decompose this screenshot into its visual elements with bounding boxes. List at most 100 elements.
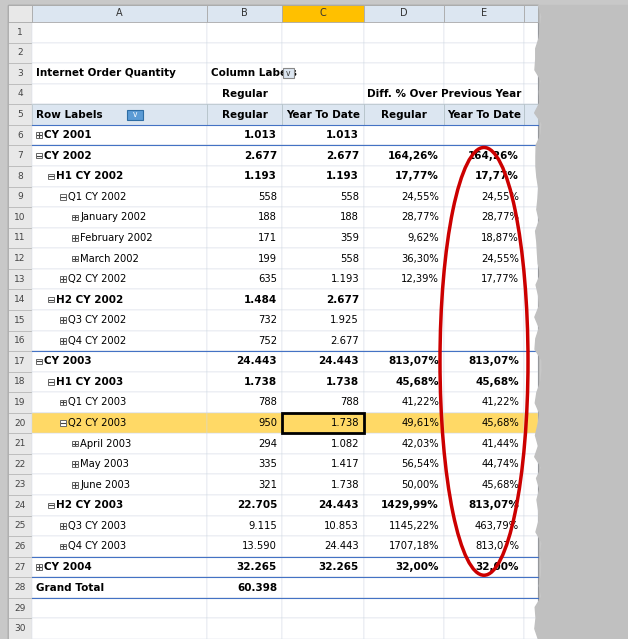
Bar xyxy=(207,413,282,433)
Text: 9.115: 9.115 xyxy=(248,521,277,531)
Bar xyxy=(364,454,444,475)
Text: CY 2002: CY 2002 xyxy=(44,151,92,160)
Text: 1.193: 1.193 xyxy=(326,171,359,181)
Bar xyxy=(207,351,282,372)
Bar xyxy=(524,310,538,330)
Bar xyxy=(207,125,282,146)
Bar xyxy=(282,43,364,63)
Text: 36,30%: 36,30% xyxy=(401,254,439,263)
Bar xyxy=(32,454,207,475)
Bar xyxy=(36,564,41,570)
Text: 44,74%: 44,74% xyxy=(482,459,519,469)
Bar xyxy=(60,338,65,344)
Bar xyxy=(444,495,524,516)
Text: 9,62%: 9,62% xyxy=(408,233,439,243)
Text: Grand Total: Grand Total xyxy=(36,583,104,592)
Text: 1.082: 1.082 xyxy=(330,438,359,449)
Bar xyxy=(8,146,32,166)
Bar xyxy=(282,413,364,433)
Bar xyxy=(8,330,32,351)
Text: 18,87%: 18,87% xyxy=(481,233,519,243)
Text: 813,07%: 813,07% xyxy=(388,357,439,366)
Bar xyxy=(60,194,65,199)
Bar xyxy=(444,5,524,22)
Bar xyxy=(364,166,444,187)
Text: 22: 22 xyxy=(14,459,26,468)
Bar xyxy=(444,125,524,146)
Text: 14: 14 xyxy=(14,295,26,304)
Text: 50,00%: 50,00% xyxy=(401,480,439,489)
Bar xyxy=(32,125,207,146)
Bar xyxy=(8,248,32,269)
Bar xyxy=(32,104,207,125)
Bar xyxy=(48,502,53,508)
Text: 17,77%: 17,77% xyxy=(395,171,439,181)
Bar xyxy=(32,392,207,413)
Text: 1.417: 1.417 xyxy=(330,459,359,469)
Bar xyxy=(364,125,444,146)
Bar xyxy=(524,392,538,413)
Text: 2.677: 2.677 xyxy=(326,151,359,160)
Bar xyxy=(524,84,538,104)
Text: B: B xyxy=(241,8,248,19)
Bar xyxy=(444,413,524,433)
Text: Q3 CY 2002: Q3 CY 2002 xyxy=(68,315,126,325)
Text: 18: 18 xyxy=(14,378,26,387)
Text: 28: 28 xyxy=(14,583,26,592)
Bar xyxy=(524,269,538,289)
Text: Q3 CY 2003: Q3 CY 2003 xyxy=(68,521,126,531)
Text: 24,55%: 24,55% xyxy=(481,192,519,202)
Bar xyxy=(207,392,282,413)
Bar xyxy=(32,227,207,248)
Bar xyxy=(444,166,524,187)
Bar xyxy=(36,153,41,158)
Bar xyxy=(444,104,524,125)
Text: 8: 8 xyxy=(17,172,23,181)
Bar xyxy=(364,372,444,392)
Bar xyxy=(32,63,207,84)
Text: Q4 CY 2003: Q4 CY 2003 xyxy=(68,541,126,551)
Text: H2 CY 2003: H2 CY 2003 xyxy=(56,500,123,511)
Text: 5: 5 xyxy=(17,110,23,119)
Text: 294: 294 xyxy=(258,438,277,449)
Bar xyxy=(207,22,282,43)
Bar xyxy=(444,557,524,577)
Text: 10.853: 10.853 xyxy=(324,521,359,531)
Text: 2.677: 2.677 xyxy=(326,295,359,305)
Bar xyxy=(282,351,364,372)
Bar xyxy=(444,392,524,413)
Text: 1.193: 1.193 xyxy=(244,171,277,181)
Bar xyxy=(282,310,364,330)
Bar xyxy=(444,84,524,104)
Text: 335: 335 xyxy=(258,459,277,469)
Bar xyxy=(32,557,207,577)
Bar xyxy=(524,516,538,536)
Bar xyxy=(282,330,364,351)
Bar xyxy=(8,84,32,104)
Bar xyxy=(524,248,538,269)
Bar xyxy=(282,248,364,269)
Bar xyxy=(364,516,444,536)
Text: 25: 25 xyxy=(14,521,26,530)
Bar xyxy=(207,269,282,289)
Bar xyxy=(32,619,207,639)
Bar xyxy=(207,63,282,84)
Text: 12,39%: 12,39% xyxy=(401,274,439,284)
Bar xyxy=(32,22,207,43)
Bar xyxy=(524,22,538,43)
Text: E: E xyxy=(481,8,487,19)
Bar xyxy=(32,413,207,433)
Bar xyxy=(364,413,444,433)
Bar xyxy=(32,475,207,495)
Bar xyxy=(524,619,538,639)
Bar xyxy=(282,413,364,433)
Text: 1.925: 1.925 xyxy=(330,315,359,325)
Bar xyxy=(8,495,32,516)
Bar xyxy=(32,289,207,310)
Bar xyxy=(207,413,282,433)
Bar xyxy=(364,330,444,351)
Text: 1.013: 1.013 xyxy=(244,130,277,140)
Bar xyxy=(8,104,32,125)
Bar xyxy=(282,392,364,413)
Text: April 2003: April 2003 xyxy=(80,438,131,449)
